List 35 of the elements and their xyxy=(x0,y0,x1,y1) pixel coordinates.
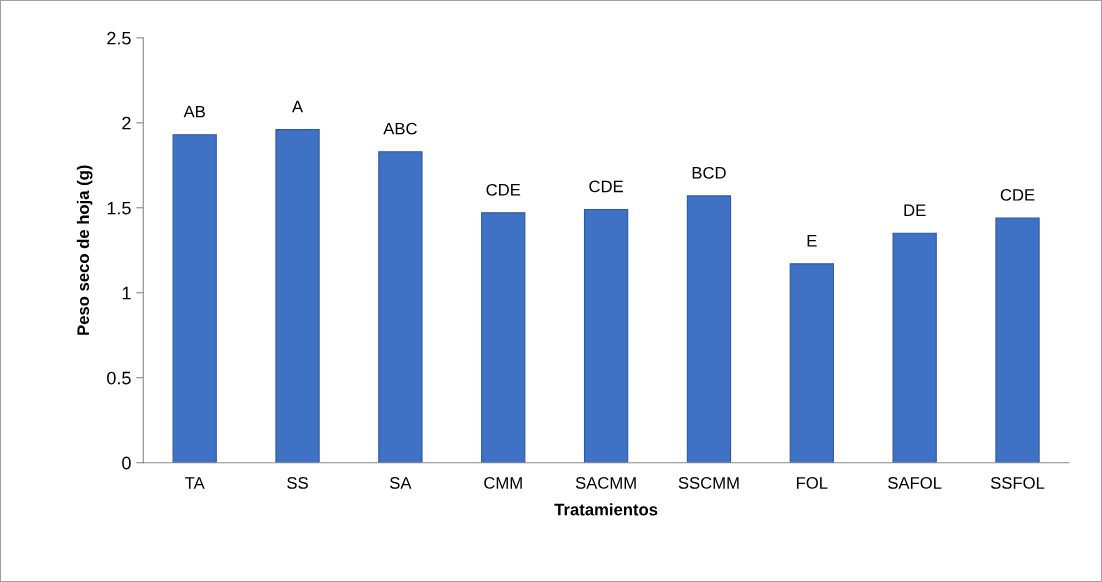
y-tick-label: 0.5 xyxy=(107,371,131,385)
x-tick-label: SAFOL xyxy=(888,477,942,489)
y-tick-label: 2 xyxy=(122,116,131,130)
y-tick-label: 1 xyxy=(122,286,131,300)
x-tick-label: SS xyxy=(287,477,308,489)
annotation: E xyxy=(807,235,817,247)
x-tick-label: CMM xyxy=(484,477,522,489)
x-tick-label: SSFOL xyxy=(990,477,1045,489)
bar xyxy=(995,217,1040,463)
x-tick-label: FOL xyxy=(796,477,828,489)
bar xyxy=(686,195,732,463)
bar xyxy=(789,263,834,463)
annotation: CDE xyxy=(1000,188,1035,201)
annotation: AB xyxy=(183,105,205,118)
annotation: BCD xyxy=(692,166,726,179)
bar xyxy=(378,151,423,463)
y-tick-label: 1.5 xyxy=(107,201,131,215)
annotation: DE xyxy=(904,204,926,216)
bar xyxy=(275,129,320,463)
annotation: CDE xyxy=(589,180,623,193)
y-axis-title: Peso seco de hoja (g) xyxy=(76,165,93,335)
y-tick-label: 2.5 xyxy=(107,31,131,45)
x-tick-label: SA xyxy=(390,477,412,489)
x-tick-label: SACMM xyxy=(575,477,636,489)
bar xyxy=(481,212,526,463)
bar xyxy=(583,208,629,463)
y-tick-label: 0 xyxy=(122,456,131,470)
annotation: CDE xyxy=(486,183,521,196)
x-tick-label: SSCMM xyxy=(678,477,739,489)
x-axis-title: Tratamientos xyxy=(554,503,658,516)
bar xyxy=(172,134,217,463)
bar xyxy=(892,232,937,463)
annotation: A xyxy=(292,100,304,113)
x-tick-label: TA xyxy=(185,477,205,489)
annotation: ABC xyxy=(383,122,417,135)
